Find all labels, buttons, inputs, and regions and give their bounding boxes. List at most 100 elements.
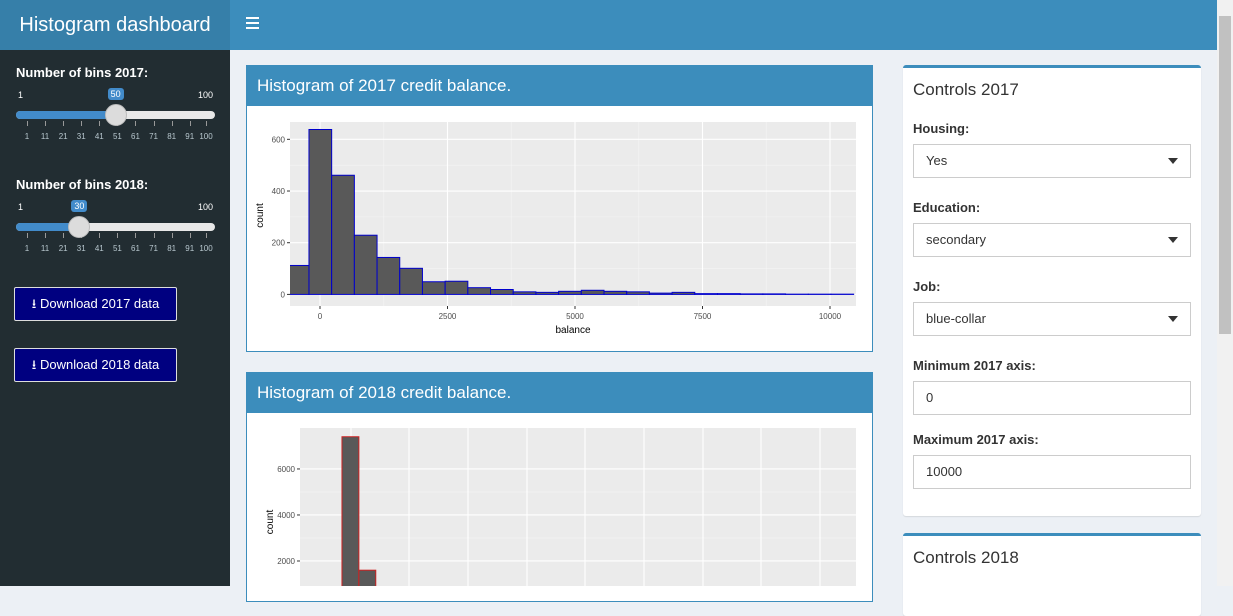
slider-tick [206,121,207,126]
bar [604,291,627,294]
bar [359,570,376,586]
bar [627,292,650,295]
slider-handle[interactable] [105,104,127,126]
slider-tick-label: 100 [199,132,212,141]
bar [400,268,423,294]
slider-tick [99,233,100,238]
slider-label: Number of bins 2017: [16,65,148,80]
bar [491,290,514,295]
bar [468,288,491,295]
number-input[interactable]: 10000 [913,455,1191,489]
select-value: Yes [926,153,947,168]
input-value: 10000 [926,464,962,479]
download-button[interactable]: ⭳ Download 2018 data [14,348,177,382]
slider-tick [206,233,207,238]
x-tick-label: 2500 [439,312,457,321]
input-value: 0 [926,390,933,405]
scrollbar-thumb[interactable] [1219,16,1231,334]
y-tick-label: 400 [272,187,286,196]
bar [342,437,359,586]
slider-tick [63,121,64,126]
y-tick-label: 0 [281,290,286,299]
slider-tick-label: 71 [149,244,158,253]
select-value: secondary [926,232,986,247]
slider-tick-label: 91 [185,132,194,141]
slider-tick-label: 81 [167,244,176,253]
slider-tick-label: 61 [131,244,140,253]
slider-tick [190,233,191,238]
y-axis-title: count [265,510,276,535]
slider-tick [45,121,46,126]
navbar [230,0,1217,50]
slider-tick-label: 41 [95,244,104,253]
box-title: Controls 2018 [913,548,1019,568]
y-tick-label: 600 [272,135,286,144]
number-input[interactable]: 0 [913,381,1191,415]
bar [377,257,400,294]
x-tick-label: 5000 [566,312,584,321]
slider-tick-label: 51 [113,244,122,253]
bar [286,265,309,294]
slider-tick-label: 1 [25,132,29,141]
slider-value: 30 [71,200,87,212]
slider-fill [16,111,116,119]
bar [422,282,445,295]
bar [536,292,559,294]
box-title: Histogram of 2018 credit balance. [247,373,872,413]
select[interactable]: Yes [913,144,1191,178]
slider-tick-label: 61 [131,132,140,141]
select[interactable]: blue-collar [913,302,1191,336]
select[interactable]: secondary [913,223,1191,257]
bar [649,293,672,294]
slider-tick [45,233,46,238]
slider-tick-label: 21 [59,244,68,253]
bar [717,294,740,295]
slider-label: Number of bins 2018: [16,177,148,192]
slider-tick [27,233,28,238]
slider-tick [81,121,82,126]
field-label: Housing: [913,121,969,136]
slider-tick-label: 51 [113,132,122,141]
slider-tick [135,233,136,238]
y-tick-label: 2000 [277,557,295,566]
slider-tick-label: 81 [167,132,176,141]
box-title: Histogram of 2017 credit balance. [247,66,872,106]
y-tick-label: 4000 [277,511,295,520]
slider-tick [172,233,173,238]
bar [672,292,695,294]
slider-max: 100 [198,90,213,100]
slider-tick-label: 11 [41,244,49,253]
select-value: blue-collar [926,311,986,326]
field-label: Maximum 2017 axis: [913,432,1039,447]
slider-tick-label: 100 [199,244,212,253]
bar [332,175,355,294]
sidebar-toggle[interactable] [246,17,259,31]
slider-tick [27,121,28,126]
slider-tick-label: 11 [41,132,49,141]
bar [740,294,763,295]
slider-tick-label: 21 [59,132,68,141]
slider-tick-label: 1 [25,244,29,253]
slider-tick [99,121,100,126]
field-label: Job: [913,279,940,294]
button-label: Download 2017 data [40,296,159,311]
slider-tick [63,233,64,238]
bar [763,294,786,295]
bar [581,290,604,294]
bar [445,281,468,294]
page: Histogram dashboard Number of bins 2017:… [0,0,1233,586]
slider-tick [135,121,136,126]
slider-tick-label: 31 [77,132,86,141]
field-label: Education: [913,200,980,215]
slider-tick [154,121,155,126]
slider-tick [117,233,118,238]
download-button[interactable]: ⭳ Download 2017 data [14,287,177,321]
y-axis-title: count [255,203,266,228]
bar [559,291,582,294]
slider-max: 100 [198,202,213,212]
slider-value: 50 [108,88,124,100]
bar [513,292,536,295]
controls-box: Controls 2017 Housing: Yes Education: se… [903,65,1201,516]
slider-tick-label: 41 [95,132,104,141]
